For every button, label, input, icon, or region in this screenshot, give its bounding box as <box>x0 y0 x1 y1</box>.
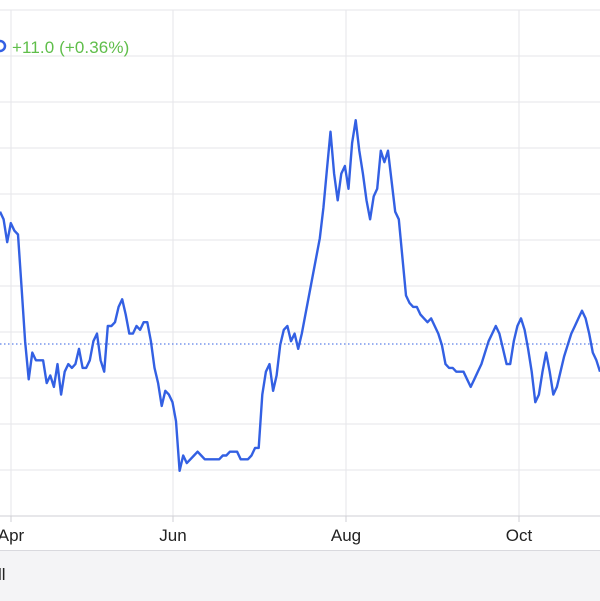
series-marker-icon <box>0 39 7 53</box>
x-axis-tick-label: Aug <box>331 526 361 545</box>
x-axis-labels: Apr Jun Aug Oct <box>0 526 532 545</box>
bottom-toolbar: ll <box>0 550 600 601</box>
price-series-line[interactable] <box>0 119 600 472</box>
x-axis-tick-label: Oct <box>506 526 533 545</box>
x-axis-tick-label: Jun <box>159 526 186 545</box>
grid-lines <box>0 9 600 517</box>
bottom-toolbar-label[interactable]: ll <box>0 565 6 584</box>
price-change-readout: +11.0 (+0.36%) <box>12 38 130 57</box>
x-axis-tick-label: Apr <box>0 526 25 545</box>
x-axis-ticks <box>10 516 520 522</box>
